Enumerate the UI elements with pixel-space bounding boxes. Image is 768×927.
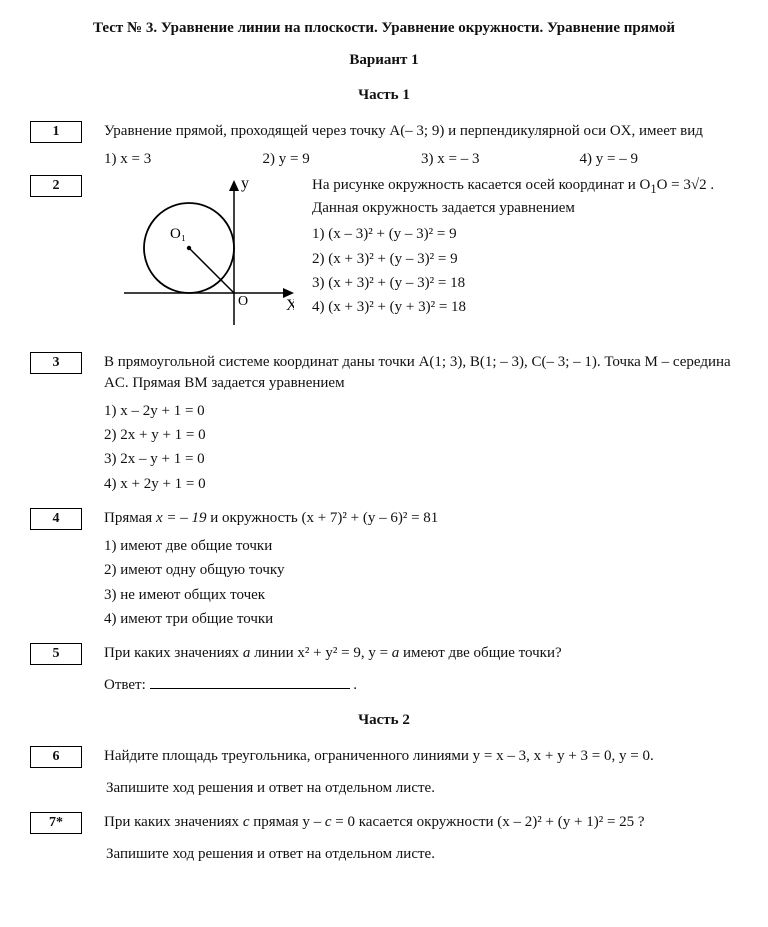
question-text: В прямоугольной системе координат даны т… <box>104 352 738 393</box>
option: 4) (x + 3)² + (y + 3)² = 18 <box>312 297 738 317</box>
answer-label: Ответ: <box>104 677 150 693</box>
instruction: Запишите ход решения и ответ на отдельно… <box>106 778 738 798</box>
question-text: Уравнение прямой, проходящей через точку… <box>104 121 738 141</box>
option: 4) имеют три общие точки <box>104 609 738 629</box>
option: 1) x = 3 <box>104 149 263 169</box>
question-text: При каких значениях a линии x² + y² = 9,… <box>104 643 738 663</box>
option: 1) имеют две общие точки <box>104 536 738 556</box>
option: 3) не имеют общих точек <box>104 585 738 605</box>
origin-label: O <box>238 294 248 309</box>
question-number: 1 <box>30 121 82 143</box>
option: 2) имеют одну общую точку <box>104 560 738 580</box>
question-4: 4 Прямая x = – 19 и окружность (x + 7)² … <box>30 508 738 633</box>
page-title: Тест № 3. Уравнение линии на плоскости. … <box>30 18 738 38</box>
question-number: 5 <box>30 643 82 665</box>
question-number: 7* <box>30 812 82 834</box>
question-text: На рисунке окружность касается осей коор… <box>312 175 738 218</box>
option: 1) x – 2y + 1 = 0 <box>104 401 738 421</box>
part1-label: Часть 1 <box>30 85 738 105</box>
question-5: 5 При каких значениях a линии x² + y² = … <box>30 643 738 696</box>
option: 2) y = 9 <box>263 149 422 169</box>
question-number: 6 <box>30 746 82 768</box>
part2-label: Часть 2 <box>30 710 738 730</box>
question-1: 1 Уравнение прямой, проходящей через точ… <box>30 121 738 172</box>
option: 2) (x + 3)² + (y – 3)² = 9 <box>312 249 738 269</box>
question-number: 2 <box>30 175 82 197</box>
variant-label: Вариант 1 <box>30 50 738 70</box>
instruction: Запишите ход решения и ответ на отдельно… <box>106 844 738 864</box>
answer-row: Ответ: . <box>104 673 738 695</box>
option: 3) (x + 3)² + (y – 3)² = 18 <box>312 273 738 293</box>
option: 1) (x – 3)² + (y – 3)² = 9 <box>312 224 738 244</box>
options-row: 1) x = 3 2) y = 9 3) x = – 3 4) y = – 9 <box>104 149 738 169</box>
answer-blank[interactable] <box>150 673 350 689</box>
circle-diagram: y X O O₁ <box>104 175 294 340</box>
option: 3) x = – 3 <box>421 149 580 169</box>
option: 4) x + 2y + 1 = 0 <box>104 474 738 494</box>
option: 3) 2x – y + 1 = 0 <box>104 449 738 469</box>
question-7: 7* При каких значениях c прямая y – c = … <box>30 812 738 834</box>
question-3: 3 В прямоугольной системе координат даны… <box>30 352 738 498</box>
question-6: 6 Найдите площадь треугольника, ограниче… <box>30 746 738 768</box>
question-text: Прямая x = – 19 и окружность (x + 7)² + … <box>104 508 738 528</box>
axis-label-x: X <box>286 297 294 314</box>
question-text: При каких значениях c прямая y – c = 0 к… <box>104 812 738 832</box>
question-number: 3 <box>30 352 82 374</box>
axis-label-y: y <box>241 175 249 192</box>
option: 2) 2x + y + 1 = 0 <box>104 425 738 445</box>
question-number: 4 <box>30 508 82 530</box>
question-text: Найдите площадь треугольника, ограниченн… <box>104 746 738 766</box>
option: 4) y = – 9 <box>580 149 739 169</box>
question-2: 2 y X O O₁ <box>30 175 738 340</box>
center-label: O₁ <box>170 226 186 242</box>
